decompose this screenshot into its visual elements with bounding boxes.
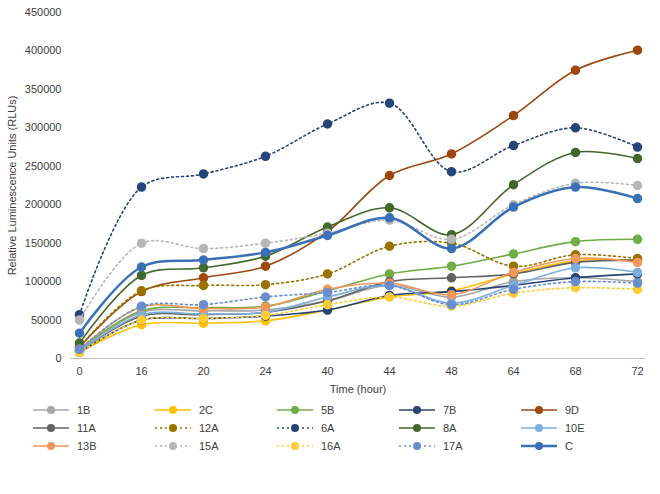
svg-text:20: 20 [197, 365, 209, 377]
html-text:8A: 8A [443, 422, 457, 434]
html-text:16A: 16A [321, 440, 341, 452]
svg-text:48: 48 [445, 365, 457, 377]
svg-text:0: 0 [55, 352, 61, 364]
html-text:C: C [565, 440, 573, 452]
svg-text:150000: 150000 [25, 237, 62, 249]
svg-text:450000: 450000 [25, 6, 62, 18]
html-text:10E: 10E [565, 422, 585, 434]
html-text:17A: 17A [443, 440, 463, 452]
html-text:1B: 1B [77, 404, 91, 416]
html-text:5B: 5B [321, 404, 335, 416]
html-text:2C: 2C [199, 404, 214, 416]
svg-text:24: 24 [259, 365, 271, 377]
svg-text:200000: 200000 [25, 198, 62, 210]
svg-text:100000: 100000 [25, 275, 62, 287]
svg-text:400000: 400000 [25, 44, 62, 56]
svg-text:72: 72 [631, 365, 643, 377]
svg-text:50000: 50000 [31, 314, 62, 326]
svg-text:350000: 350000 [25, 83, 62, 95]
svg-text:250000: 250000 [25, 160, 62, 172]
svg-text:16: 16 [135, 365, 147, 377]
svg-text:0: 0 [76, 365, 82, 377]
svg-text:Relative Luminescence Units (R: Relative Luminescence Units (RLUs) [6, 96, 18, 276]
html-text:7B: 7B [443, 404, 457, 416]
svg-text:68: 68 [569, 365, 581, 377]
svg-text:44: 44 [383, 365, 395, 377]
html-text:12A: 12A [199, 422, 219, 434]
svg-text:Time (hour): Time (hour) [330, 383, 386, 395]
html-text:9D: 9D [565, 404, 580, 416]
html-text:6A: 6A [321, 422, 335, 434]
svg-text:64: 64 [507, 365, 519, 377]
html-text:11A: 11A [77, 422, 96, 434]
html-text:15A: 15A [199, 440, 219, 452]
html-text:13B: 13B [77, 440, 97, 452]
svg-text:40: 40 [321, 365, 333, 377]
svg-text:300000: 300000 [25, 121, 62, 133]
